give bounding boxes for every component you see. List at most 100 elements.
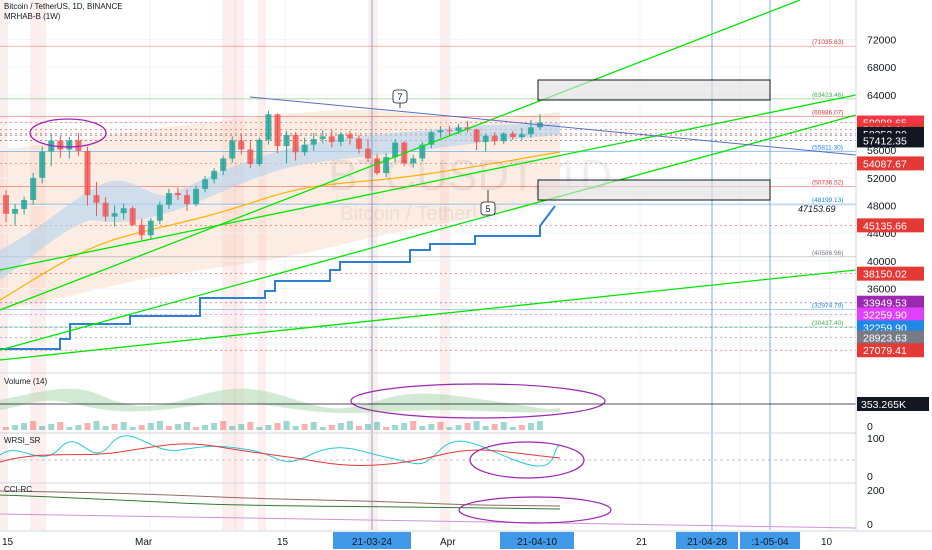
candle[interactable]: [156, 201, 163, 225]
candle[interactable]: [301, 137, 308, 156]
price-tag[interactable]: 27079.41: [857, 343, 924, 358]
candle[interactable]: [256, 137, 263, 167]
candle-body[interactable]: [12, 208, 19, 214]
candle[interactable]: [392, 139, 399, 162]
candle[interactable]: [473, 128, 480, 151]
candle[interactable]: [527, 119, 534, 138]
candle-body[interactable]: [238, 140, 245, 150]
candle-body[interactable]: [500, 133, 507, 142]
candle-body[interactable]: [346, 134, 353, 139]
candle-body[interactable]: [193, 188, 200, 205]
candle-body[interactable]: [220, 158, 227, 171]
candle-body[interactable]: [527, 127, 534, 135]
candle[interactable]: [500, 132, 507, 144]
candle[interactable]: [446, 125, 453, 136]
wave-label-5-group[interactable]: 5: [480, 190, 496, 216]
candle-body[interactable]: [93, 195, 100, 203]
candle[interactable]: [165, 188, 172, 209]
price-tag[interactable]: 32259.90: [857, 307, 924, 322]
time-highlight[interactable]: 21-04-28: [676, 532, 738, 549]
candle[interactable]: [283, 130, 290, 164]
candle[interactable]: [274, 113, 281, 153]
candle-body[interactable]: [57, 140, 64, 150]
candle[interactable]: [202, 175, 209, 193]
candle[interactable]: [211, 168, 218, 184]
candle[interactable]: [84, 146, 91, 206]
price-tag[interactable]: 54087.67: [857, 156, 924, 171]
price-tag[interactable]: 45135.66: [857, 218, 924, 233]
candle-body[interactable]: [437, 130, 444, 133]
candle[interactable]: [319, 130, 326, 144]
candle-body[interactable]: [21, 199, 28, 209]
candle-body[interactable]: [455, 127, 462, 131]
candle[interactable]: [509, 130, 516, 140]
volume-tag[interactable]: 353.265K: [857, 397, 929, 411]
candle-body[interactable]: [410, 158, 417, 164]
candle-body[interactable]: [111, 213, 118, 217]
candle[interactable]: [111, 205, 118, 227]
price-tag[interactable]: 57412.35: [857, 133, 924, 148]
candle[interactable]: [265, 110, 272, 145]
indicator-title[interactable]: MRHAB-B (1W): [4, 12, 61, 21]
price-tag[interactable]: 28923.63: [857, 330, 924, 345]
candle[interactable]: [437, 125, 444, 138]
candle[interactable]: [193, 185, 200, 207]
cci-pane-title[interactable]: CCI-RC: [4, 485, 32, 494]
time-axis[interactable]: 15 Mar 15 Apr 21 10 21-03-24 21-04-10 21-04-28:1…: [0, 530, 932, 550]
candle-body[interactable]: [491, 135, 498, 142]
candle[interactable]: [30, 173, 37, 205]
candle[interactable]: [75, 132, 82, 156]
candle-body[interactable]: [165, 193, 172, 205]
candle[interactable]: [184, 189, 190, 212]
candle-body[interactable]: [301, 144, 308, 153]
candle[interactable]: [3, 190, 9, 223]
candle[interactable]: [491, 132, 498, 146]
candle[interactable]: [482, 133, 489, 152]
candle[interactable]: [102, 197, 109, 222]
time-highlight[interactable]: :1-05-04: [740, 532, 800, 549]
candle-body[interactable]: [147, 220, 154, 236]
candle[interactable]: [365, 139, 371, 162]
candle[interactable]: [120, 203, 127, 220]
candle[interactable]: [129, 206, 136, 227]
candle-body[interactable]: [482, 135, 489, 142]
candle-body[interactable]: [39, 151, 46, 178]
candle[interactable]: [238, 134, 245, 155]
candle-body[interactable]: [319, 136, 326, 140]
candle[interactable]: [428, 130, 435, 149]
candle[interactable]: [39, 146, 46, 184]
price-axis[interactable]: 7200068000640006000056000520004800044000…: [855, 0, 932, 550]
price-tag[interactable]: 38150.02: [857, 266, 924, 281]
candle[interactable]: [310, 132, 317, 151]
candle-body[interactable]: [446, 130, 453, 132]
trend-line-blue[interactable]: [249, 96, 857, 156]
candle-body[interactable]: [174, 193, 181, 196]
candle-body[interactable]: [365, 148, 371, 159]
candle-body[interactable]: [392, 142, 399, 158]
candle-body[interactable]: [265, 114, 272, 140]
candle-body[interactable]: [419, 144, 426, 159]
candle-body[interactable]: [3, 195, 9, 214]
candle-body[interactable]: [337, 134, 344, 142]
highlight-ellipse[interactable]: [29, 118, 107, 148]
candle-body[interactable]: [102, 202, 109, 217]
candle[interactable]: [147, 217, 154, 239]
candle[interactable]: [292, 132, 299, 161]
candle[interactable]: [220, 155, 227, 176]
candle-body[interactable]: [156, 204, 163, 221]
candle[interactable]: [247, 139, 254, 169]
candle[interactable]: [328, 130, 335, 148]
candle-body[interactable]: [428, 132, 435, 145]
candle[interactable]: [229, 136, 236, 163]
candle[interactable]: [12, 204, 19, 226]
candle[interactable]: [174, 187, 181, 200]
time-highlight[interactable]: 21-03-24: [333, 532, 411, 549]
candle[interactable]: [337, 132, 344, 147]
candle-body[interactable]: [129, 208, 136, 225]
candle-body[interactable]: [310, 139, 317, 145]
volume-pane-title[interactable]: Volume (14): [4, 377, 48, 386]
candle-body[interactable]: [138, 224, 145, 236]
candle[interactable]: [518, 128, 525, 140]
candle-body[interactable]: [355, 138, 362, 149]
